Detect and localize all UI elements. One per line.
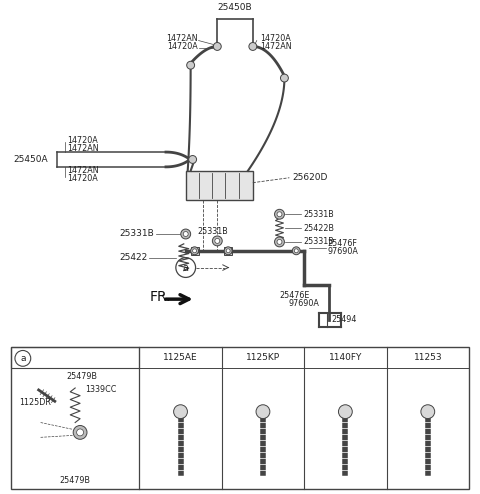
Text: 11253: 11253 [413,353,442,362]
Bar [11,346,469,489]
Text: 14720A: 14720A [67,174,98,183]
Circle shape [183,232,188,237]
Text: 25479B: 25479B [60,476,91,485]
Text: 14720A: 14720A [260,34,290,43]
Circle shape [189,156,197,164]
Text: 25476F: 25476F [328,240,358,248]
Circle shape [187,61,194,69]
Bar [224,247,232,255]
Text: 97690A: 97690A [289,298,320,308]
Circle shape [277,212,282,217]
Circle shape [280,74,288,82]
Text: a: a [183,262,189,273]
Circle shape [249,42,257,50]
Text: 1472AN: 1472AN [67,166,99,175]
Text: 1339CC: 1339CC [85,385,117,394]
Text: 1472AN: 1472AN [260,42,291,51]
Circle shape [275,237,285,247]
Circle shape [212,236,222,246]
Text: 14720A: 14720A [167,42,198,51]
Circle shape [256,405,270,418]
Text: 1140FY: 1140FY [329,353,362,362]
Bar [191,247,199,255]
Circle shape [192,249,197,253]
Text: 25476E: 25476E [279,290,310,300]
Text: 25494: 25494 [332,315,357,325]
Circle shape [226,249,230,253]
Text: 25331B: 25331B [197,227,228,236]
Circle shape [77,429,84,436]
Text: a: a [20,354,25,363]
Circle shape [294,249,298,253]
Circle shape [338,405,352,418]
Text: 25331B: 25331B [303,210,334,219]
Circle shape [215,239,220,244]
Text: FR.: FR. [149,290,171,304]
Text: 1472AN: 1472AN [67,144,99,153]
Text: 1472AN: 1472AN [166,34,198,43]
Circle shape [277,240,282,245]
Bar [186,171,253,201]
Circle shape [213,42,221,50]
Circle shape [275,209,285,219]
Text: 25620D: 25620D [292,173,328,182]
Text: 1125KP: 1125KP [246,353,280,362]
Circle shape [191,247,199,255]
Text: 1125DR: 1125DR [19,398,51,407]
Circle shape [174,405,187,418]
Text: 14720A: 14720A [67,136,98,145]
Text: 1125AE: 1125AE [163,353,198,362]
Circle shape [421,405,435,418]
Text: 25331B: 25331B [120,230,154,239]
Text: 25450A: 25450A [13,155,48,164]
Circle shape [181,229,191,239]
Text: 25422: 25422 [119,253,147,262]
Circle shape [292,247,300,255]
Circle shape [224,247,232,255]
Bar [11,346,139,368]
Text: 25450B: 25450B [218,3,252,12]
Circle shape [73,425,87,439]
Text: 25331B: 25331B [303,238,334,247]
Text: 25422B: 25422B [303,224,334,233]
Text: 25479B: 25479B [66,371,97,381]
Text: 97690A: 97690A [328,247,359,256]
